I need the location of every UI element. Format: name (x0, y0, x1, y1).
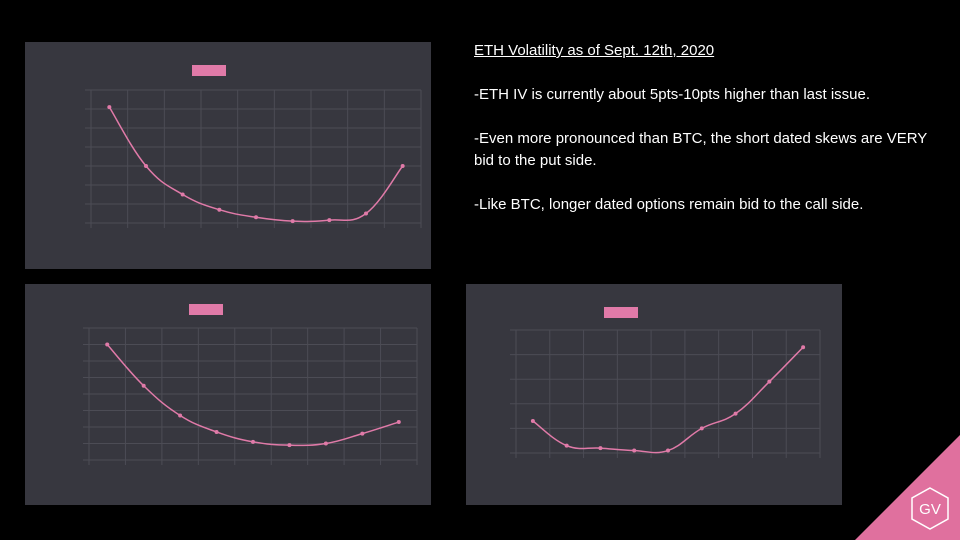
logo-triangle (855, 435, 960, 540)
chart-svg-sep25 (85, 65, 422, 228)
notes-heading: ETH Volatility as of Sept. 12th, 2020 (474, 42, 715, 59)
data-point (699, 426, 704, 431)
notes-panel: ETH Volatility as of Sept. 12th, 2020 -E… (474, 40, 944, 238)
data-point (801, 345, 806, 350)
data-point (733, 411, 738, 416)
data-point (400, 164, 405, 168)
chart-panel-oct02 (25, 284, 431, 505)
series-line-markiv (532, 346, 804, 454)
chart-svg-dec25 (510, 307, 821, 458)
data-point (327, 218, 332, 223)
data-point (364, 211, 368, 216)
data-point (214, 429, 219, 434)
chart-svg-oct02 (83, 304, 418, 465)
data-point (666, 448, 670, 453)
legend-swatch (189, 304, 223, 315)
corner-logo: GV (855, 435, 960, 540)
data-point (178, 413, 183, 418)
data-point (107, 105, 112, 110)
data-point (564, 443, 569, 448)
logo-hexagon-icon (911, 487, 949, 530)
chart-panel-sep25 (25, 42, 431, 269)
data-point (632, 448, 637, 453)
data-point (530, 419, 535, 424)
data-point (141, 383, 146, 388)
data-point (217, 207, 222, 212)
data-point (290, 219, 295, 224)
chart-panel-dec25 (466, 284, 842, 505)
data-point (105, 342, 110, 347)
logo-text: GV (919, 501, 941, 518)
note-bullet-2: -Even more pronounced than BTC, the shor… (474, 130, 928, 169)
data-point (360, 431, 365, 436)
data-point (254, 215, 258, 220)
series-line-markiv (106, 344, 400, 447)
data-point (287, 443, 292, 448)
legend-swatch (192, 65, 226, 76)
data-point (144, 164, 148, 168)
data-point (598, 446, 603, 451)
data-point (251, 439, 255, 444)
data-point (180, 192, 185, 197)
data-point (323, 441, 328, 446)
legend-swatch (604, 307, 638, 318)
note-bullet-3: -Like BTC, longer dated options remain b… (474, 196, 864, 213)
note-bullet-1: -ETH IV is currently about 5pts-10pts hi… (474, 86, 871, 103)
data-point (767, 379, 772, 384)
data-point (396, 420, 401, 425)
